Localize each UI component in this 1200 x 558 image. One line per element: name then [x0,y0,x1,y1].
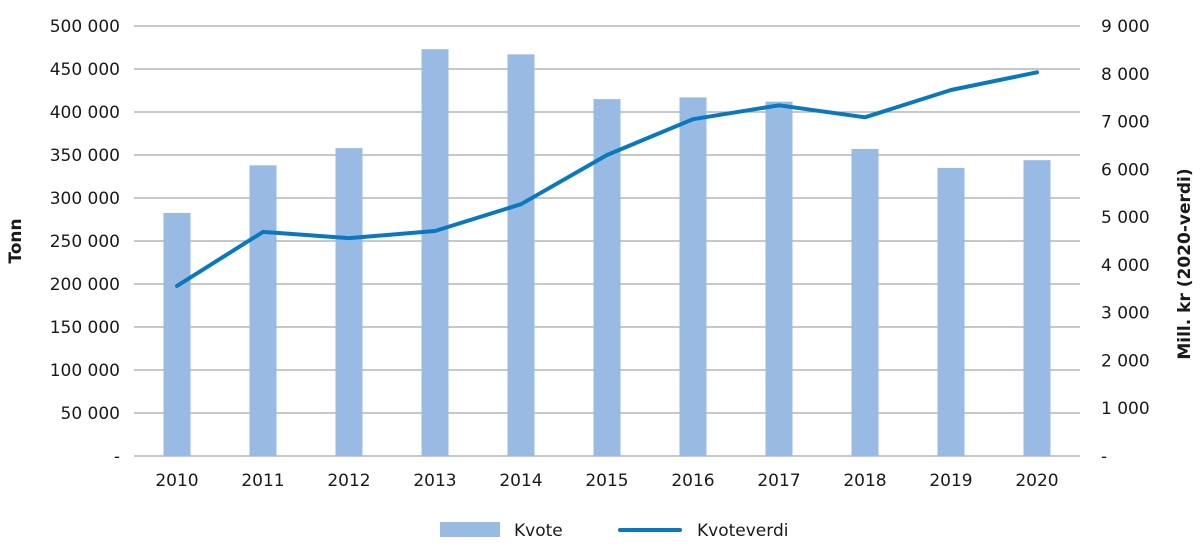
right-tick-label: - [1101,447,1107,467]
x-tick-label: 2010 [155,471,198,491]
left-tick-label: 350 000 [50,146,120,166]
x-tick-label: 2017 [757,471,800,491]
right-tick-label: 5 000 [1101,208,1150,228]
left-tick-label: 250 000 [50,232,120,252]
bar-2017 [765,101,793,457]
left-tick-label: 150 000 [50,318,120,338]
bar-2010 [163,212,191,456]
right-tick-label: 1 000 [1101,399,1150,419]
x-tick-label: 2019 [929,471,972,491]
legend-label-kvoteverdi: Kvoteverdi [697,521,788,541]
x-tick-label: 2020 [1015,471,1058,491]
right-tick-label: 2 000 [1101,351,1150,371]
legend-label-kvote: Kvote [514,521,563,541]
bar-2016 [679,97,707,456]
left-tick-label: 200 000 [50,275,120,295]
right-tick-label: 6 000 [1101,160,1150,180]
right-tick-label: 4 000 [1101,256,1150,276]
x-tick-label: 2018 [843,471,886,491]
x-tick-label: 2015 [585,471,628,491]
left-tick-label: - [114,447,120,467]
x-tick-label: 2016 [671,471,714,491]
legend-swatch-kvote [440,522,500,537]
right-axis-ticks: - 1 000 2 000 3 000 4 000 5 000 6 000 7 000 8 00… [1101,17,1150,467]
x-tick-label: 2014 [499,471,542,491]
bar-2014 [507,54,535,456]
left-tick-label: 50 000 [61,404,120,424]
right-tick-label: 9 000 [1101,17,1150,37]
bar-2018 [851,148,879,457]
x-axis-ticks: 2010 2011 2012 2013 2014 2015 2016 2017 2018 2019… [155,471,1058,491]
left-tick-label: 400 000 [50,103,120,123]
x-tick-label: 2011 [241,471,284,491]
right-tick-label: 3 000 [1101,304,1150,324]
right-axis-title: Mill. kr (2020-verdi) [1175,168,1195,359]
x-tick-label: 2012 [327,471,370,491]
right-tick-label: 8 000 [1101,65,1150,85]
bar-2012 [335,148,363,456]
kvote-bars [163,49,1051,457]
left-axis-ticks: - 50 000 100 000 150 000 200 000 250 000 300 0… [50,17,120,467]
bar-2013 [421,49,449,456]
left-tick-label: 300 000 [50,189,120,209]
left-tick-label: 100 000 [50,361,120,381]
bar-2020 [1023,160,1051,456]
left-tick-label: 500 000 [50,17,120,37]
kvoteverdi-line [175,70,1039,288]
left-axis-title: Tonn [6,218,26,263]
bar-2019 [937,167,965,456]
left-tick-label: 450 000 [50,60,120,80]
bar-2011 [249,165,277,456]
right-tick-label: 7 000 [1101,113,1150,133]
legend: Kvote Kvoteverdi [440,521,788,541]
x-tick-label: 2013 [413,471,456,491]
